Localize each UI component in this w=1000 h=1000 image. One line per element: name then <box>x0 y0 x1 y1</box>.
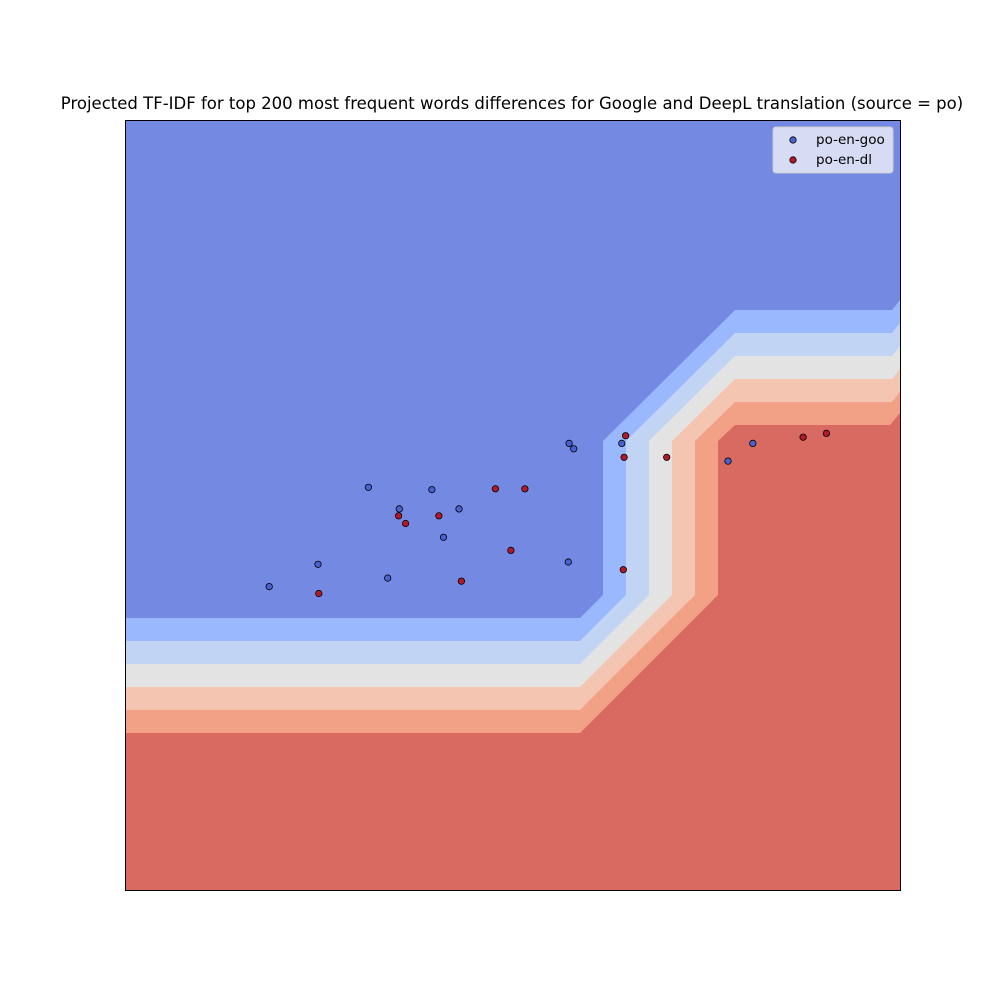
point-po-en-dl-5 <box>491 485 499 493</box>
point-po-en-dl-11 <box>663 453 671 461</box>
point-po-en-dl-4 <box>457 577 465 585</box>
point-po-en-dl-1 <box>394 512 403 520</box>
point-po-en-goo-3 <box>384 574 392 582</box>
point-po-en-goo-4 <box>395 505 403 513</box>
legend-marker-po-en-dl <box>789 156 797 164</box>
plot-frame <box>125 120 901 891</box>
point-po-en-goo-10 <box>564 558 572 566</box>
point-po-en-dl-8 <box>621 432 630 440</box>
point-po-en-dl-3 <box>435 512 443 520</box>
point-po-en-goo-8 <box>565 439 573 447</box>
scatter-points <box>265 429 831 598</box>
decision-boundary-contours <box>125 120 900 890</box>
point-po-en-goo-5 <box>428 485 436 494</box>
point-po-en-dl-12 <box>799 433 807 441</box>
point-po-en-goo-1 <box>314 560 322 568</box>
legend-box <box>772 126 894 174</box>
point-po-en-dl-6 <box>507 546 515 555</box>
legend-marker-po-en-goo <box>789 136 797 144</box>
point-po-en-goo-6 <box>439 533 448 541</box>
point-po-en-goo-11 <box>618 439 626 447</box>
legend: po-en-goo po-en-dl <box>772 126 894 174</box>
point-po-en-goo-7 <box>455 505 463 513</box>
point-po-en-dl-10 <box>619 566 627 574</box>
point-po-en-dl-7 <box>521 485 529 493</box>
contour-band-6 <box>125 413 900 890</box>
point-po-en-dl-0 <box>315 589 323 598</box>
legend-label-po-en-dl: po-en-dl <box>816 152 872 168</box>
point-po-en-goo-12 <box>724 457 732 465</box>
legend-label-po-en-goo: po-en-goo <box>816 132 885 148</box>
chart-title: Projected TF-IDF for top 200 most freque… <box>60 94 964 113</box>
point-po-en-dl-2 <box>401 519 410 528</box>
point-po-en-dl-9 <box>620 453 628 461</box>
point-po-en-dl-13 <box>822 429 831 437</box>
point-po-en-goo-13 <box>749 439 757 447</box>
point-po-en-goo-9 <box>570 445 578 453</box>
point-po-en-goo-2 <box>364 483 372 491</box>
point-po-en-goo-0 <box>265 582 273 591</box>
